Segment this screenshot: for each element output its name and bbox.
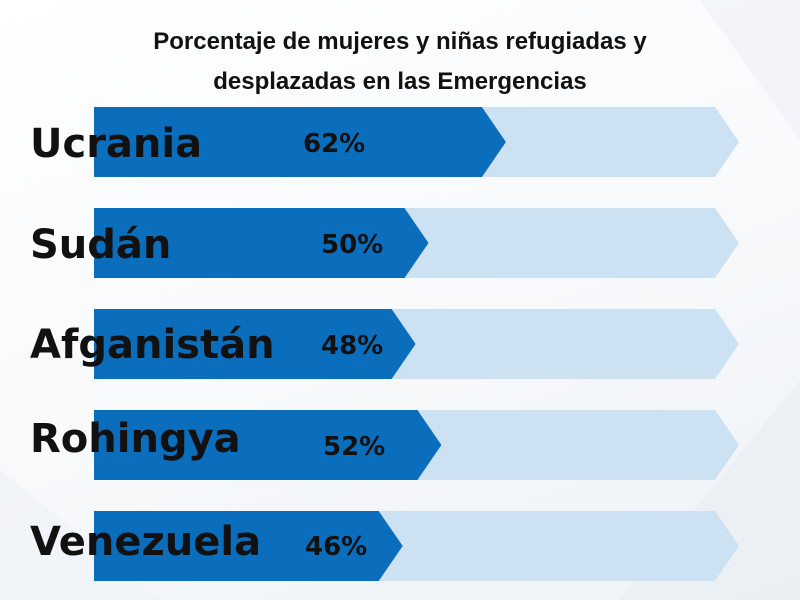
category-label-rohingya: Rohingya (30, 416, 241, 462)
bar-ucrania (94, 107, 506, 177)
value-label-rohingya: 52% (323, 432, 385, 462)
value-label-venezuela: 46% (305, 532, 367, 562)
chart-title: Porcentaje de mujeres y niñas refugiadas… (0, 22, 800, 102)
chart-title-line-1: Porcentaje de mujeres y niñas refugiadas… (153, 28, 647, 55)
chart-title-line-2: desplazadas en las Emergencias (213, 68, 587, 95)
category-label-sudan: Sudán (30, 222, 171, 268)
bar-rohingya (94, 410, 442, 480)
bar-venezuela (94, 511, 403, 581)
category-label-ucrania: Ucrania (30, 121, 202, 167)
value-label-ucrania: 62% (303, 129, 365, 159)
category-label-afganistan: Afganistán (30, 322, 275, 368)
value-label-sudan: 50% (321, 230, 383, 260)
bar-sudan (94, 208, 429, 278)
bar-afganistan (94, 309, 416, 379)
value-label-afganistan: 48% (321, 331, 383, 361)
category-label-venezuela: Venezuela (30, 519, 261, 565)
